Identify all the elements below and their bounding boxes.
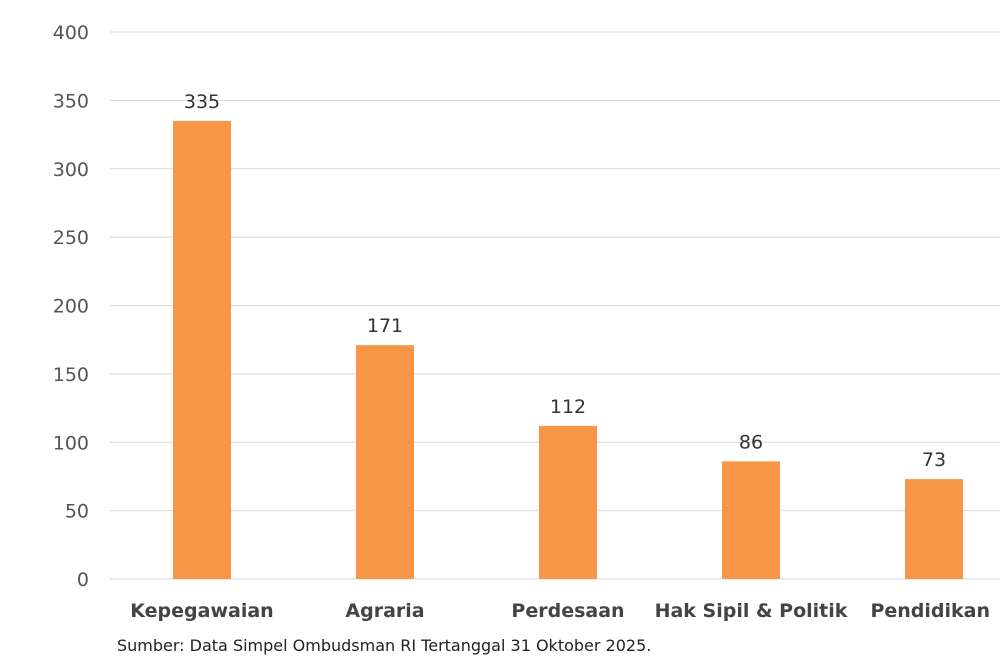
category-label: Hak Sipil & Politik	[655, 600, 848, 622]
category-label: Kepegawaian	[130, 600, 273, 622]
category-label: Pendidikan	[870, 600, 990, 622]
bar	[173, 120, 231, 579]
source-note: Sumber: Data Simpel Ombudsman RI Tertang…	[117, 636, 652, 655]
y-tick-label: 350	[53, 90, 89, 112]
data-label: 112	[550, 396, 586, 418]
bar	[539, 425, 597, 579]
y-tick-label: 200	[53, 296, 89, 318]
y-tick-label: 400	[53, 22, 89, 44]
category-label: Agraria	[345, 600, 424, 622]
category-label: Perdesaan	[511, 600, 624, 622]
data-label: 171	[367, 315, 403, 337]
bars	[173, 120, 963, 579]
y-tick-label: 0	[77, 569, 89, 591]
y-axis-ticks: 0 50 100 150 200 250 300 350 400	[53, 22, 89, 591]
data-label: 73	[922, 449, 946, 471]
y-tick-label: 300	[53, 159, 89, 181]
data-label: 86	[739, 431, 763, 453]
data-labels: 335 171 112 86 73	[184, 91, 946, 471]
data-label: 335	[184, 91, 220, 113]
y-tick-label: 100	[53, 432, 89, 454]
y-tick-label: 50	[65, 501, 89, 523]
y-tick-label: 250	[53, 227, 89, 249]
x-axis-categories: Kepegawaian Agraria Perdesaan Hak Sipil & P…	[130, 600, 990, 622]
bar	[722, 461, 780, 579]
bar	[905, 479, 963, 579]
bar	[356, 345, 414, 579]
y-tick-label: 150	[53, 364, 89, 386]
gridlines	[110, 31, 1000, 580]
